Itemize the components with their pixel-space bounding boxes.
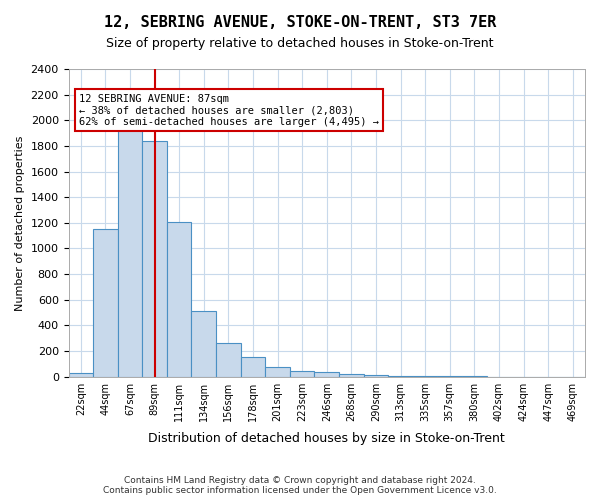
Text: Contains HM Land Registry data © Crown copyright and database right 2024.
Contai: Contains HM Land Registry data © Crown c… [103, 476, 497, 495]
Bar [241, 357, 265, 376]
Text: 12, SEBRING AVENUE, STOKE-ON-TRENT, ST3 7ER: 12, SEBRING AVENUE, STOKE-ON-TRENT, ST3 … [104, 15, 496, 30]
Y-axis label: Number of detached properties: Number of detached properties [15, 135, 25, 310]
Bar [142, 141, 167, 376]
Bar [265, 367, 290, 376]
Bar [364, 375, 388, 376]
Bar [314, 372, 339, 376]
Bar [339, 374, 364, 376]
X-axis label: Distribution of detached houses by size in Stoke-on-Trent: Distribution of detached houses by size … [148, 432, 505, 445]
Bar [93, 229, 118, 376]
Bar [290, 372, 314, 376]
Bar [118, 126, 142, 376]
Text: 12 SEBRING AVENUE: 87sqm
← 38% of detached houses are smaller (2,803)
62% of sem: 12 SEBRING AVENUE: 87sqm ← 38% of detach… [79, 94, 379, 127]
Bar [167, 222, 191, 376]
Bar [68, 373, 93, 376]
Bar [191, 312, 216, 376]
Text: Size of property relative to detached houses in Stoke-on-Trent: Size of property relative to detached ho… [106, 38, 494, 51]
Bar [216, 342, 241, 376]
